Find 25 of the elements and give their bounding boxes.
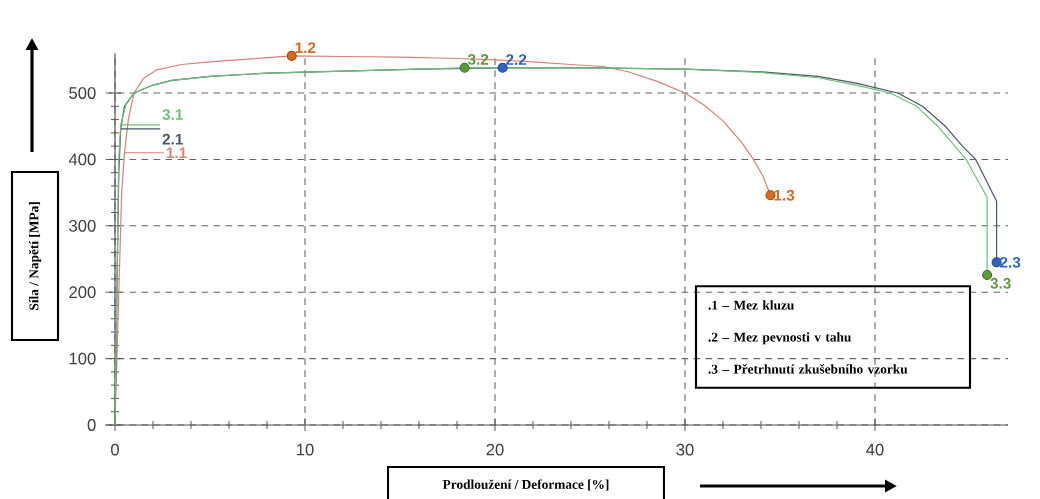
- annotation: 3.2: [467, 53, 489, 65]
- annotation: 2.2: [506, 54, 527, 65]
- annotation: .1 – Mez kluzu: [708, 300, 794, 310]
- x-tick-label: 40: [866, 443, 884, 456]
- annotation: .3 – Přetrhnutí zkušebního vzorku: [708, 364, 908, 374]
- y-tick-label: 400: [68, 153, 96, 166]
- annotation: 3.1: [162, 109, 183, 121]
- y-tick-label: 300: [69, 219, 96, 232]
- y-axis-title: Síla / Napětí [MPa]: [28, 202, 42, 310]
- y-tick-label: 100: [69, 352, 96, 365]
- x-tick-label: 0: [111, 443, 119, 456]
- annotation: 3.3: [990, 277, 1011, 289]
- annotation: 2.3: [1000, 256, 1021, 268]
- annotation: .2 – Mez pevnosti v tahu: [708, 332, 851, 345]
- y-tick-label: 500: [69, 87, 96, 99]
- x-tick-label: 30: [676, 443, 694, 456]
- annotation: 2.1: [162, 133, 183, 145]
- y-tick-label: 200: [69, 286, 96, 299]
- annotation: 1.1: [166, 147, 187, 159]
- x-tick-label: 20: [486, 443, 504, 456]
- y-tick-label: 0: [87, 419, 96, 431]
- x-tick-label: 10: [297, 443, 314, 456]
- annotation: 1.3: [774, 189, 795, 201]
- annotation: 1.2: [295, 42, 316, 53]
- x-axis-title: Prodloužení / Deformace [%]: [442, 479, 609, 491]
